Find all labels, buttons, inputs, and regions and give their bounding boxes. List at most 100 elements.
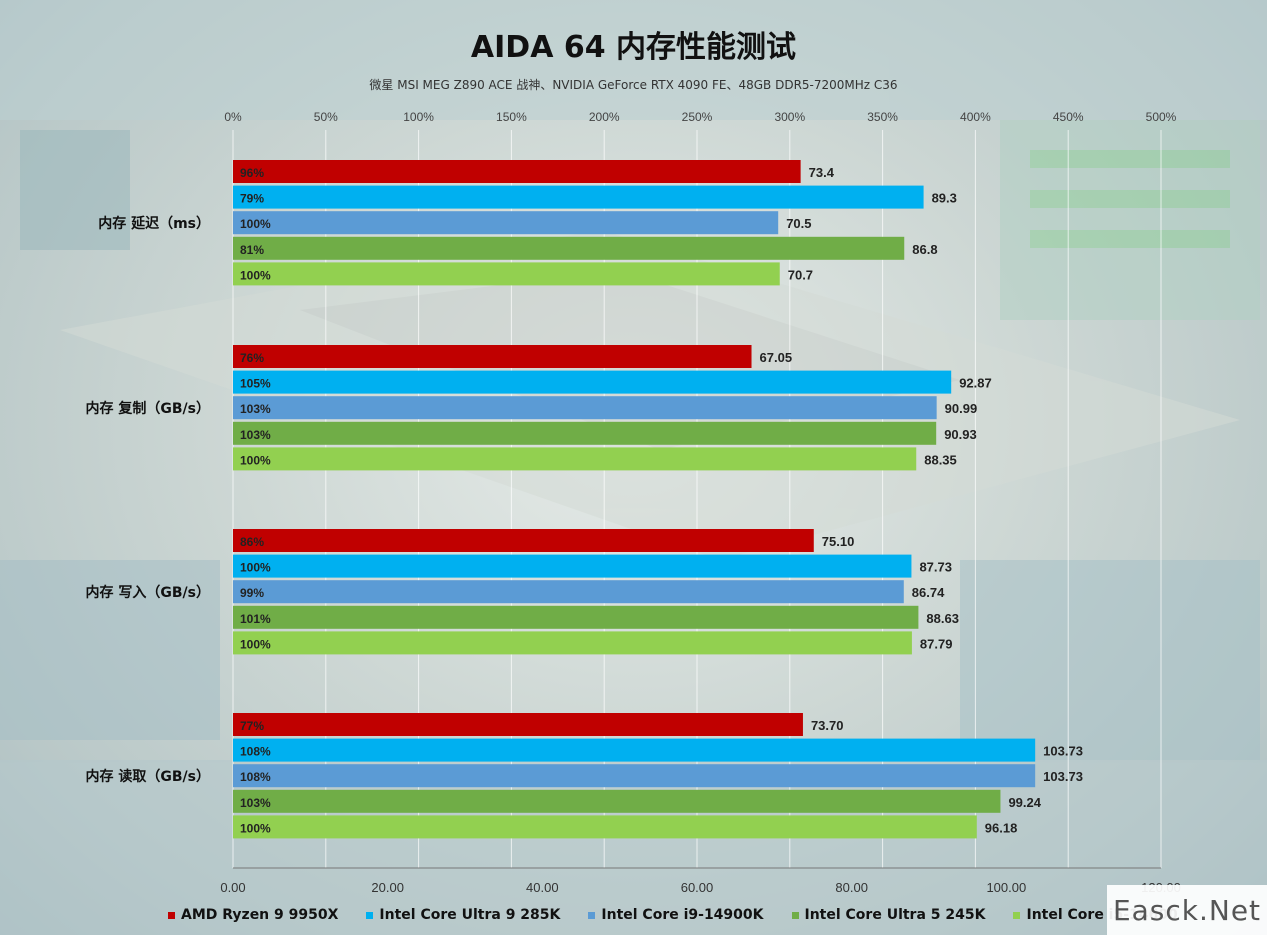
top-axis-tick-label: 100%: [403, 110, 434, 124]
bar-percent-label: 96%: [240, 166, 264, 180]
bar-percent-label: 103%: [240, 796, 271, 810]
bar-value-label: 70.5: [786, 216, 811, 231]
legend-label: Intel Core Ultra 5 245K: [804, 907, 986, 923]
bar: [233, 185, 924, 209]
legend-item: AMD Ryzen 9 9950X: [168, 907, 338, 923]
bar: [233, 713, 803, 736]
bar-value-label: 75.10: [822, 534, 855, 549]
legend-label: AMD Ryzen 9 9950X: [181, 907, 339, 923]
top-axis-tick-label: 0%: [224, 110, 242, 124]
legend-swatch: [791, 911, 799, 919]
bar-percent-label: 79%: [240, 192, 264, 206]
top-axis-tick-label: 200%: [589, 110, 620, 124]
legend-swatch: [366, 911, 374, 919]
bar-value-label: 88.63: [926, 611, 959, 626]
bar-value-label: 89.3: [932, 191, 957, 206]
legend-label: Intel Core Ultra 9 285K: [379, 907, 561, 923]
bar: [233, 262, 780, 286]
top-axis-tick-label: 150%: [496, 110, 527, 124]
legend-swatch: [1013, 911, 1021, 919]
bar-percent-label: 100%: [240, 821, 271, 835]
legend-item: Intel Core i9-14900K: [588, 907, 764, 923]
top-axis-tick-label: 500%: [1146, 110, 1177, 124]
bar-value-label: 73.70: [811, 718, 844, 733]
bar-value-label: 103.73: [1043, 769, 1083, 784]
bar-percent-label: 100%: [240, 217, 271, 231]
legend-swatch: [588, 911, 596, 919]
bar-percent-label: 101%: [240, 612, 271, 626]
bar: [233, 211, 779, 235]
category-label: 内存 延迟（ms）: [98, 215, 210, 232]
bar-value-label: 67.05: [760, 350, 793, 365]
bar: [233, 370, 952, 394]
bar: [233, 554, 912, 578]
bar: [233, 738, 1036, 762]
bar-value-label: 87.73: [919, 560, 952, 575]
category-label: 内存 写入（GB/s）: [86, 584, 210, 601]
chart-legend: AMD Ryzen 9 9950X Intel Core Ultra 9 285K…: [168, 905, 1178, 925]
bar-percent-label: 99%: [240, 586, 264, 600]
bar-value-label: 103.73: [1043, 744, 1083, 759]
bar: [233, 345, 752, 368]
bar-value-label: 96.18: [985, 820, 1018, 835]
bar: [233, 447, 917, 471]
top-axis-tick-label: 250%: [682, 110, 713, 124]
bar: [233, 605, 919, 629]
bar-percent-label: 108%: [240, 745, 271, 759]
bottom-axis-tick-label: 100.00: [986, 880, 1026, 895]
bar-value-label: 90.99: [945, 401, 978, 416]
legend-item: Intel Core Ultra 5 245K: [791, 907, 986, 923]
bar-value-label: 86.74: [912, 585, 945, 600]
bar: [233, 396, 937, 420]
bar: [233, 580, 904, 604]
bar-percent-label: 105%: [240, 377, 271, 391]
bar-value-label: 87.79: [920, 636, 953, 651]
bottom-axis-tick-label: 40.00: [526, 880, 559, 895]
bar: [233, 421, 937, 445]
bar-percent-label: 100%: [240, 453, 271, 467]
category-label: 内存 复制（GB/s）: [86, 400, 210, 417]
bar-percent-label: 103%: [240, 428, 271, 442]
legend-swatch: [168, 911, 175, 919]
bar: [233, 529, 814, 552]
bottom-axis-tick-label: 80.00: [835, 880, 868, 895]
bottom-axis-tick-label: 0.00: [220, 880, 245, 895]
bar-value-label: 88.35: [924, 452, 957, 467]
bar: [233, 160, 801, 183]
bar: [233, 815, 977, 839]
top-axis-tick-label: 400%: [960, 110, 991, 124]
bar: [233, 236, 905, 260]
top-axis-tick-label: 350%: [867, 110, 898, 124]
bar-value-label: 70.7: [788, 267, 813, 282]
bar-percent-label: 100%: [240, 637, 271, 651]
legend-label: Intel Core i9-14900K: [601, 907, 764, 923]
bar-percent-label: 108%: [240, 770, 271, 784]
bar: [233, 631, 912, 655]
bottom-axis-tick-label: 20.00: [371, 880, 404, 895]
bar: [233, 764, 1036, 788]
bar-percent-label: 103%: [240, 402, 271, 416]
top-axis-tick-label: 50%: [314, 110, 338, 124]
bottom-axis-tick-label: 60.00: [681, 880, 714, 895]
bar-percent-label: 86%: [240, 535, 264, 549]
watermark: Easck.Net: [1107, 885, 1267, 935]
bar-value-label: 99.24: [1008, 795, 1041, 810]
bar-value-label: 92.87: [959, 376, 992, 391]
bar-value-label: 90.93: [944, 427, 977, 442]
bar-percent-label: 100%: [240, 561, 271, 575]
bar: [233, 789, 1001, 813]
top-axis-tick-label: 450%: [1053, 110, 1084, 124]
bar-percent-label: 81%: [240, 243, 264, 257]
bar-percent-label: 77%: [240, 719, 264, 733]
chart-title: AIDA 64 内存性能测试: [470, 30, 797, 65]
legend-item: Intel Core Ultra 9 285K: [366, 907, 560, 923]
bar-percent-label: 100%: [240, 268, 271, 282]
bar-value-label: 73.4: [809, 165, 835, 180]
chart-subtitle: 微星 MSI MEG Z890 ACE 战神、NVIDIA GeForce RT…: [369, 78, 898, 92]
category-label: 内存 读取（GB/s）: [86, 768, 210, 785]
bar-value-label: 86.8: [912, 242, 937, 257]
top-axis-tick-label: 300%: [774, 110, 805, 124]
bar-percent-label: 76%: [240, 351, 264, 365]
